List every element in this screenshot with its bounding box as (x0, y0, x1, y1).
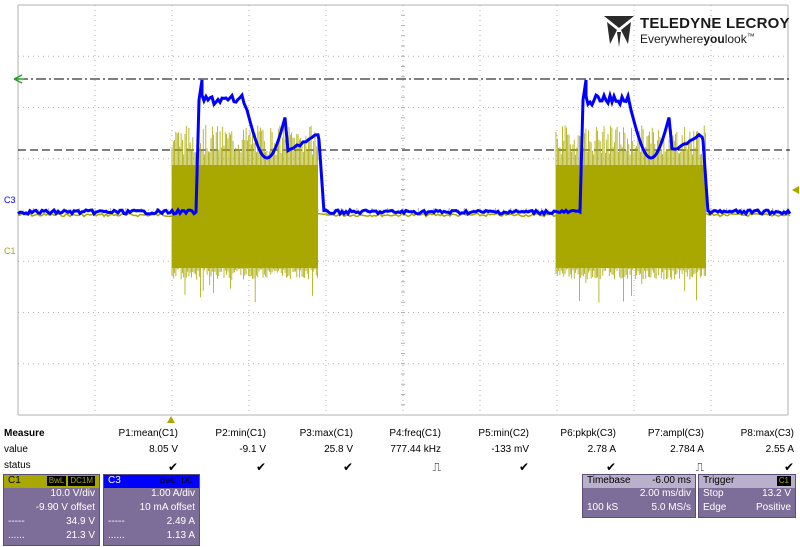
measure-param-value[interactable]: 2.55 A (765, 444, 794, 455)
trigger-source-tag: C1 (776, 476, 791, 486)
measure-param-name[interactable]: P6:pkpk(C3) (560, 428, 616, 439)
measure-param-status[interactable]: ✔ (167, 460, 178, 474)
trigger-box[interactable]: Trigger C1 Stop 13.2 V Edge Positive (698, 474, 796, 518)
c3-bwl-tag: BwL (157, 476, 178, 486)
measure-header: Measure (4, 428, 45, 439)
c1-cursor1: 34.9 V (66, 516, 95, 527)
c1-ground-label: C1 (4, 246, 16, 256)
measure-param-value[interactable]: -133 mV (491, 444, 529, 455)
c3-descriptor-box[interactable]: C3 BwL DC 1.00 A/div 10 mA offset ----- 2.… (103, 474, 200, 546)
c3-adiv: 1.00 A/div (151, 488, 195, 499)
c3-cursor1: 2.49 A (166, 516, 195, 527)
brand-logo: TELEDYNE LECROY Everywhereyoulook™ (602, 14, 792, 48)
measure-param-name[interactable]: P4:freq(C1) (389, 428, 441, 439)
measure-param-status[interactable]: ✔ (342, 460, 353, 474)
c1-spikes (555, 125, 706, 303)
trigger-level-marker-icon[interactable] (792, 186, 799, 194)
c3-trace (17, 79, 792, 217)
timebase-label: Timebase (587, 475, 631, 486)
measure-param-name[interactable]: P1:mean(C1) (118, 428, 178, 439)
measure-param-value[interactable]: 2.78 A (587, 444, 616, 455)
measure-param-value[interactable]: 25.8 V (324, 444, 353, 455)
measure-param-name[interactable]: P3:max(C1) (299, 428, 353, 439)
measure-table[interactable]: Measure P1:mean(C1) P2:min(C1) P3:max(C1) P… (0, 426, 800, 476)
measure-param-value[interactable]: 777.44 kHz (390, 444, 441, 455)
trigger-slope: Positive (755, 502, 791, 513)
waveform-grid[interactable] (0, 0, 800, 426)
c1-bwl-tag: BwL (46, 476, 67, 486)
c3-cursor-mark-b: ...... (108, 530, 125, 541)
trigger-type: Edge (703, 502, 727, 513)
c1-cursor2: 21.3 V (66, 530, 95, 541)
value-row-label: value (4, 444, 28, 455)
timebase-delay: -6.00 ms (652, 475, 691, 486)
measure-param-status[interactable]: ✔ (255, 460, 266, 474)
measure-param-status[interactable]: ⎍ (432, 460, 441, 474)
measure-param-name[interactable]: P2:min(C1) (215, 428, 266, 439)
c3-offset: 10 mA offset (139, 502, 195, 513)
c3-current-waveform (17, 79, 792, 217)
c1-coupling-tag: DC1M (68, 476, 95, 486)
c1-descriptor-box[interactable]: C1 BwL DC1M 10.0 V/div -9.90 V offset ---… (3, 474, 100, 546)
measure-param-status[interactable]: ⎍ (695, 460, 704, 474)
measure-param-status[interactable]: ✔ (518, 460, 529, 474)
c1-box-title: C1 (8, 475, 21, 486)
measure-param-value[interactable]: 8.05 V (149, 444, 178, 455)
c1-cursor-mark-b: ...... (8, 530, 25, 541)
measure-param-value[interactable]: -9.1 V (239, 444, 266, 455)
brand-name: TELEDYNE LECROY (640, 15, 790, 32)
c3-ground-label: C3 (4, 195, 16, 205)
timebase-box[interactable]: Timebase -6.00 ms 2.00 ms/div 100 kS 5.0 M… (582, 474, 696, 518)
cursor-arrow-icon[interactable] (13, 74, 24, 84)
c3-cursor-mark-a: ----- (108, 516, 125, 527)
c3-cursor2: 1.13 A (166, 530, 195, 541)
timebase-per-div: 2.00 ms/div (639, 488, 691, 499)
measure-param-status[interactable]: ✔ (783, 460, 794, 474)
teledyne-logo-icon (604, 16, 634, 47)
timebase-rate: 5.0 MS/s (651, 502, 691, 513)
measure-param-name[interactable]: P5:min(C2) (478, 428, 529, 439)
trigger-label: Trigger (703, 475, 735, 486)
c3-box-title: C3 (108, 475, 121, 486)
measure-param-name[interactable]: P7:ampl(C3) (647, 428, 704, 439)
measure-param-status[interactable]: ✔ (605, 460, 616, 474)
brand-tagline: Everywhereyoulook™ (640, 32, 755, 46)
status-row-label: status (4, 460, 31, 471)
c1-cursor-mark-a: ----- (8, 516, 25, 527)
c1-offset: -9.90 V offset (35, 502, 95, 513)
timebase-samples: 100 kS (587, 502, 619, 513)
c3-coupling-tag: DC (179, 476, 195, 486)
trigger-position-marker-icon[interactable] (167, 416, 175, 423)
trigger-level: 13.2 V (762, 488, 791, 499)
c1-vdiv: 10.0 V/div (50, 488, 95, 499)
measure-param-value[interactable]: 2.784 A (670, 444, 704, 455)
trigger-mode: Stop (703, 488, 724, 499)
measure-param-name[interactable]: P8:max(C3) (740, 428, 794, 439)
